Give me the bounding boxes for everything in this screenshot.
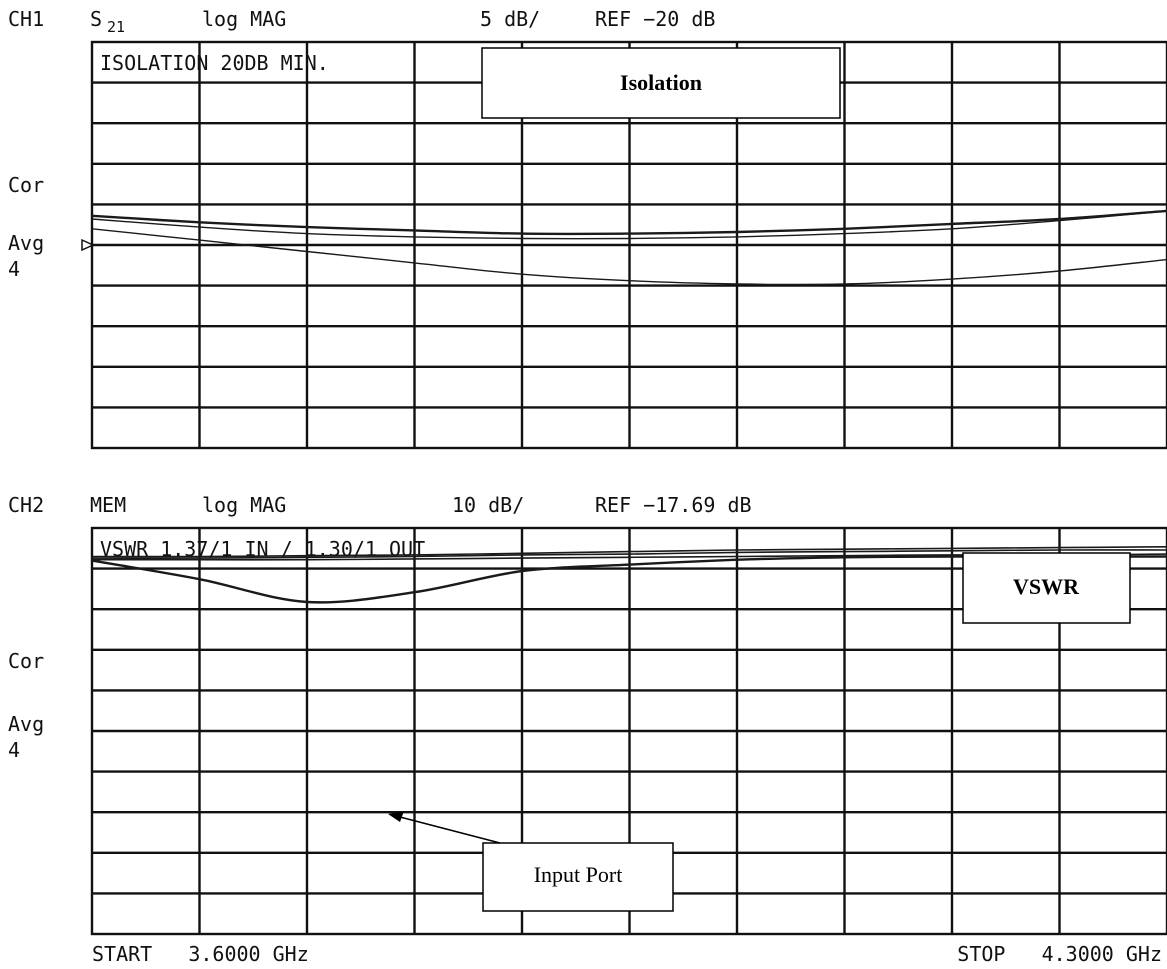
ch1-param-sub: 21: [107, 18, 125, 36]
ch1-cor-label: Cor: [8, 173, 44, 197]
ch2-channel: CH2: [8, 493, 44, 517]
ch1-scale: 5 dB/: [480, 7, 540, 31]
ch1-trace-1: [90, 209, 1167, 236]
ch2-avg-label: Avg: [8, 712, 44, 736]
ch2-trace-1: [91, 546, 1167, 558]
stop-frequency: STOP 4.3000 GHz: [957, 942, 1162, 966]
isolation-callout-text: Isolation: [620, 70, 702, 95]
ch1-ref-marker-icon: [81, 238, 95, 252]
ch1-param: S: [90, 7, 102, 31]
ch1-traces: [90, 209, 1167, 286]
isolation-callout-box: [481, 47, 841, 119]
ch1-format: log MAG: [202, 7, 286, 31]
ch2-trace-2: [91, 549, 1167, 559]
ch2-format: log MAG: [202, 493, 286, 517]
ch2-param: MEM: [90, 493, 126, 517]
arrowhead-icon: [388, 811, 404, 822]
vswr-callout-box: [962, 552, 1131, 624]
ch1-channel: CH1: [8, 7, 44, 31]
ch2-ref: REF −17.69 dB: [595, 493, 752, 517]
input-port-callout-box: [482, 842, 674, 912]
ch1-trace-3: [91, 228, 1167, 286]
ch1-avg-label: Avg: [8, 231, 44, 255]
start-frequency: START 3.6000 GHz: [92, 942, 309, 966]
ch1-ref: REF −20 dB: [595, 7, 715, 31]
ch1-annotation: ISOLATION 20DB MIN.: [100, 51, 329, 75]
ch1-avg-count: 4: [8, 257, 20, 281]
ch1-trace-2: [91, 210, 1167, 240]
vswr-callout-text: VSWR: [1013, 574, 1080, 599]
ch2-frame: [90, 526, 1167, 936]
ch2-cor-label: Cor: [8, 649, 44, 673]
ch2-avg-count: 4: [8, 738, 20, 762]
input-port-arrow-line: [399, 816, 501, 844]
input-port-callout-text: Input Port: [534, 862, 623, 887]
ch2-scale: 10 dB/: [452, 493, 524, 517]
